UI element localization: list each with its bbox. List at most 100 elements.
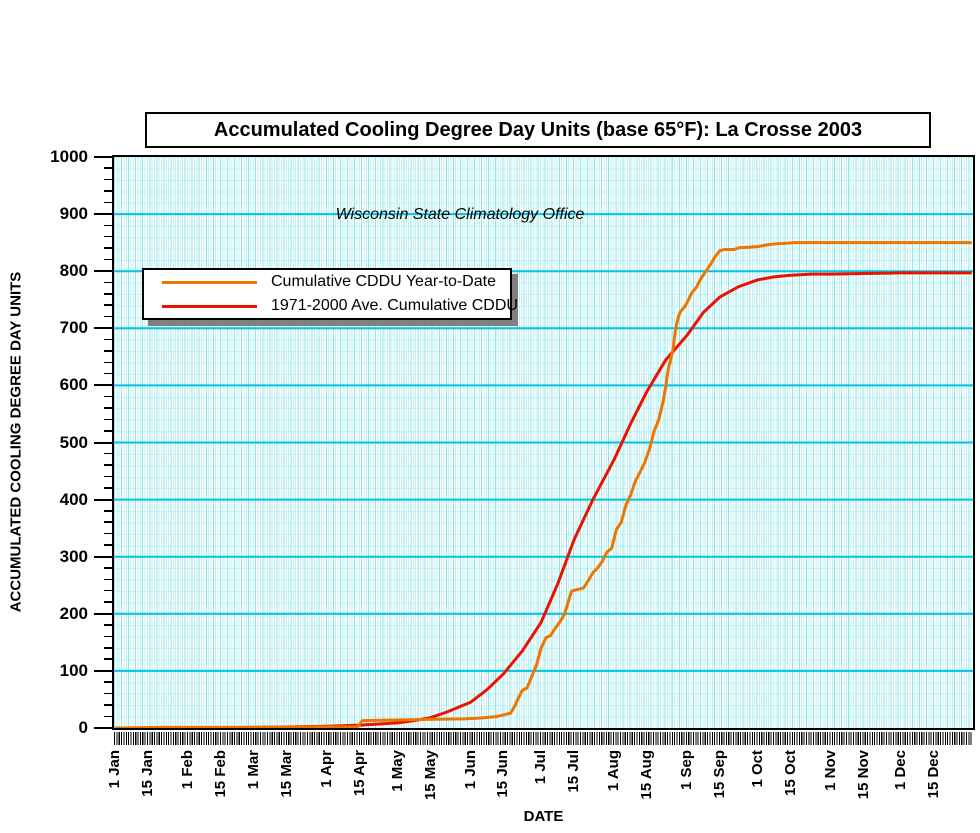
x-tick-label: 15 May: [421, 750, 439, 801]
y-axis-title: ACCUMULATED COOLING DEGREE DAY UNITS: [7, 271, 25, 613]
x-tick-label: 1 Mar: [245, 750, 263, 790]
y-tick-major: [94, 156, 112, 158]
y-tick-minor: [104, 304, 112, 306]
x-tick-label: 15 Jan: [139, 750, 157, 797]
y-tick-minor: [104, 647, 112, 649]
y-tick-label: 1000: [50, 147, 88, 166]
y-tick-minor: [104, 350, 112, 352]
y-tick-label: 300: [59, 546, 88, 566]
y-tick-minor: [104, 361, 112, 364]
y-tick-minor: [104, 704, 112, 706]
y-tick-minor: [104, 692, 112, 695]
y-tick-minor: [104, 452, 112, 455]
chart-title: Accumulated Cooling Degree Day Units (ba…: [213, 118, 863, 141]
y-tick-major: [94, 612, 112, 615]
x-tick-label: 15 Sep: [711, 750, 728, 799]
y-tick-label: 900: [59, 204, 88, 224]
y-tick-minor: [104, 178, 112, 181]
y-tick-minor: [104, 567, 112, 569]
x-tick-label: 1 Nov: [821, 750, 839, 791]
y-tick-major: [94, 213, 112, 216]
y-tick-minor: [104, 395, 112, 398]
y-tick-label: 100: [59, 660, 88, 680]
y-tick-minor: [104, 635, 112, 638]
y-tick-major: [94, 270, 112, 273]
y-tick-minor: [104, 190, 112, 192]
y-tick-minor: [104, 681, 112, 683]
x-tick-label: 1 May: [388, 750, 406, 792]
y-tick-minor: [104, 281, 112, 284]
x-tick-label: 15 Mar: [277, 750, 295, 798]
x-axis-title: DATE: [523, 808, 564, 825]
series-line-average: [115, 271, 972, 728]
series-line-ytd: [115, 241, 972, 728]
x-tick-label: 15 Oct: [781, 750, 799, 796]
y-tick-minor: [104, 235, 112, 238]
legend-line-sample-ytd: [162, 280, 257, 284]
x-tick-label: 1 Apr: [317, 750, 335, 788]
x-tick-label: 1 Jan: [106, 750, 124, 789]
x-tick-label: 15 Feb: [212, 750, 230, 798]
legend-label-ytd: Cumulative CDDU Year-to-Date: [271, 273, 496, 290]
y-tick-minor: [104, 589, 112, 592]
y-tick-minor: [104, 201, 112, 204]
y-tick-label: 500: [59, 432, 88, 452]
y-tick-major: [94, 555, 112, 558]
y-tick-label: 400: [59, 489, 88, 509]
y-tick-minor: [104, 601, 112, 603]
x-tick-label: 1 Aug: [605, 750, 623, 792]
x-tick-label: 15 Aug: [638, 750, 656, 800]
y-tick-minor: [104, 487, 112, 489]
legend-line-sample-average: [162, 304, 257, 308]
y-tick-label: 0: [78, 718, 88, 737]
y-tick-minor: [104, 430, 112, 432]
plot-area: [112, 155, 975, 730]
y-tick-major: [94, 441, 112, 444]
x-tick-label: 1 Dec: [892, 750, 910, 791]
x-tick-label: 15 Dec: [925, 750, 943, 799]
x-tick-label: 15 Jul: [565, 750, 583, 793]
y-tick-minor: [104, 715, 112, 718]
y-tick-major: [94, 669, 112, 672]
x-axis-daily-tick-comb: [114, 732, 973, 745]
y-tick-minor: [104, 475, 112, 478]
y-tick-minor: [104, 578, 112, 581]
x-tick-label: 15 Nov: [854, 750, 872, 800]
legend-item-average: 1971-2000 Ave. Cumulative CDDU: [144, 294, 518, 318]
annotation-watermark: Wisconsin State Climatology Office: [335, 206, 585, 223]
y-tick-minor: [104, 418, 112, 421]
y-tick-minor: [104, 247, 112, 249]
y-tick-major: [94, 498, 112, 501]
x-tick-label: 1 Sep: [678, 750, 696, 791]
y-tick-minor: [104, 464, 112, 466]
x-tick-label: 1 Jul: [532, 750, 550, 785]
x-tick-label: 1 Oct: [748, 750, 766, 788]
x-tick-label: 1 Feb: [179, 750, 197, 790]
legend-label-average: 1971-2000 Ave. Cumulative CDDU: [271, 297, 518, 314]
y-tick-major: [94, 384, 112, 387]
y-tick-minor: [104, 624, 112, 626]
y-tick-minor: [104, 293, 112, 295]
x-tick-label: 15 Jun: [494, 750, 512, 798]
y-tick-minor: [104, 258, 112, 261]
y-tick-label: 800: [59, 261, 88, 281]
legend-box: Cumulative CDDU Year-to-Date 1971-2000 A…: [142, 268, 518, 320]
chart-title-box: Accumulated Cooling Degree Day Units (ba…: [145, 112, 931, 148]
y-tick-minor: [104, 521, 112, 523]
y-tick-minor: [104, 167, 112, 169]
y-tick-minor: [104, 224, 112, 227]
y-tick-minor: [104, 338, 112, 341]
y-tick-major: [94, 727, 112, 729]
y-tick-minor: [104, 544, 112, 546]
y-tick-label: 200: [59, 603, 88, 623]
y-tick-label: 700: [59, 318, 88, 338]
y-tick-minor: [104, 372, 112, 375]
y-tick-minor: [104, 510, 112, 512]
series-plot: [114, 213, 973, 728]
x-tick-label: 15 Apr: [350, 750, 368, 797]
y-tick-minor: [104, 532, 112, 535]
y-tick-label: 600: [59, 375, 88, 395]
legend-item-ytd: Cumulative CDDU Year-to-Date: [144, 270, 510, 294]
y-tick-major: [94, 327, 112, 330]
